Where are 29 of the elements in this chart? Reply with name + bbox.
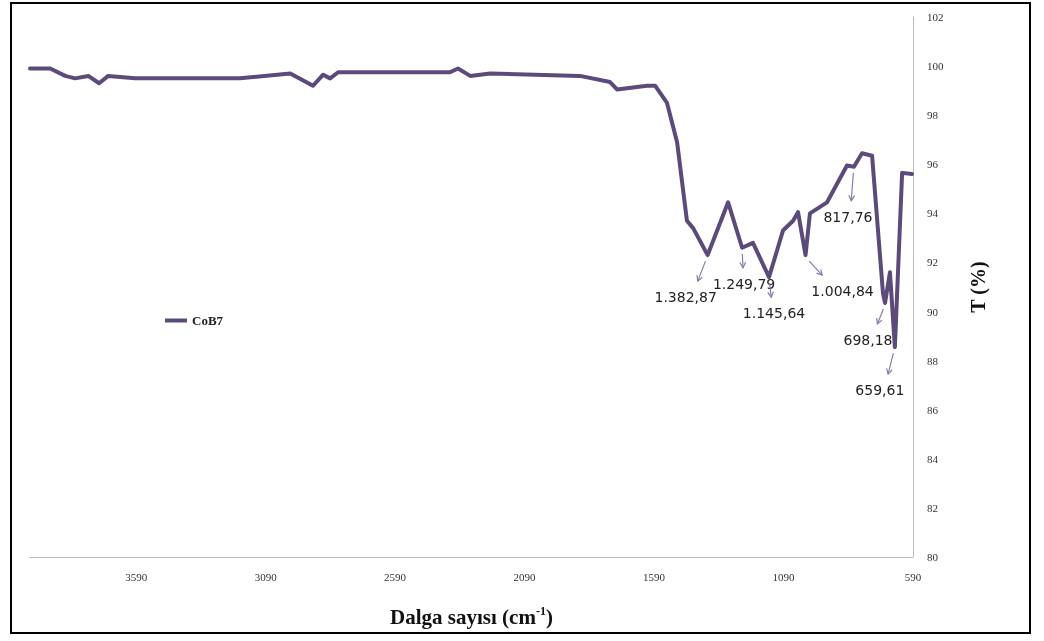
x-tick-label: 590 <box>904 570 922 583</box>
y-tick-label: 98 <box>927 109 939 122</box>
annotation: 817,76 <box>823 208 873 225</box>
y-tick-label: 88 <box>927 354 939 367</box>
line-series <box>28 66 914 350</box>
x-tick-label: 2090 <box>513 570 537 583</box>
y-tick-label: 84 <box>927 452 939 465</box>
y-tick-label: 96 <box>927 158 939 171</box>
y-tick-label: 102 <box>927 11 944 23</box>
annotation: 659,61 <box>855 382 905 399</box>
x-tick-label: 1090 <box>772 570 796 583</box>
y-tick-label: 86 <box>927 403 939 416</box>
y-tick-label: 80 <box>927 551 939 563</box>
x-tick-label: 2590 <box>384 570 407 583</box>
y-axis-title: T (%) <box>967 261 990 313</box>
annotation: 698,18 <box>843 331 893 348</box>
x-tick-label: 3590 <box>125 570 148 583</box>
annotation: 1.145,64 <box>742 305 806 322</box>
y-tick-label: 100 <box>927 60 944 73</box>
y-tick-label: 82 <box>927 501 938 514</box>
legend-label: CoB7 <box>192 313 224 328</box>
y-tick-label: 92 <box>927 256 938 269</box>
annotation: 1.382,87 <box>654 289 717 306</box>
y-tick-label: 94 <box>927 207 939 220</box>
x-tick-label: 1590 <box>643 570 666 583</box>
x-tick-label: 3090 <box>254 570 278 583</box>
y-tick-label: 90 <box>927 305 939 318</box>
annotation: 1.249,79 <box>712 275 776 292</box>
annotation: 1.004,84 <box>811 283 874 300</box>
